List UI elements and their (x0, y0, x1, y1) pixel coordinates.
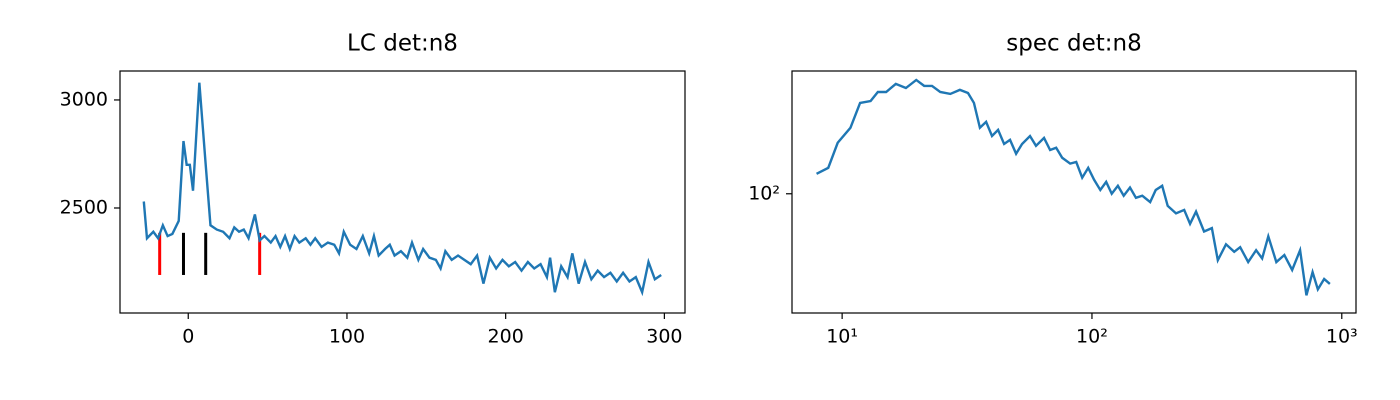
x-tick-label: 10¹ (826, 326, 858, 348)
x-tick-label: 10³ (1326, 326, 1358, 348)
x-tick-label: 300 (646, 326, 682, 348)
x-tick-label: 10² (1076, 326, 1108, 348)
x-tick-label: 0 (182, 326, 194, 348)
y-tick-label: 3000 (60, 88, 108, 110)
x-tick-label: 200 (488, 326, 524, 348)
x-tick-label: 100 (329, 326, 365, 348)
data-line (816, 78, 1331, 296)
axes-frame (791, 70, 1357, 314)
chart-title: spec det:n8 (1006, 31, 1141, 57)
y-tick-label: 2500 (60, 196, 108, 218)
axes-frame (119, 70, 686, 314)
chart-title: LC det:n8 (347, 31, 458, 57)
y-tick-label: 10² (748, 182, 780, 204)
data-line (142, 82, 662, 297)
